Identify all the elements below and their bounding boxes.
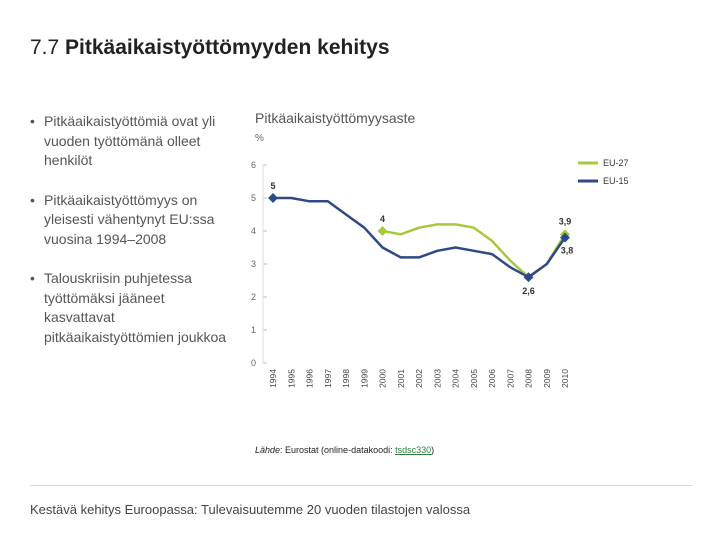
source-note: Lähde: Eurostat (online-datakoodi: tsdsc… [255,445,434,455]
chart-title: Pitkäaikaistyöttömyysaste [255,110,416,126]
page-title: 7.7 Pitkäaikaistyöttömyyden kehitys [30,36,390,60]
y-tick-label: 1 [251,325,256,335]
x-tick-label: 2001 [396,369,406,388]
x-tick-label: 2004 [451,369,461,388]
y-tick-label: 2 [251,292,256,302]
data-label: 3,9 [559,216,572,226]
x-tick-label: 2005 [469,369,479,388]
source-close: ) [431,445,435,455]
y-tick-label: 3 [251,259,256,269]
x-tick-label: 2003 [432,369,442,388]
y-tick-label: 4 [251,226,256,236]
long-term-unemployment-chart: 0 1 2 3 4 5 6 1994 1995 1996 1997 1998 1999 2000 2001 2… [251,158,629,388]
data-point-marker [377,226,388,236]
data-point-marker [268,193,278,203]
x-tick-label: 2008 [524,369,534,388]
data-point-marker [523,272,534,283]
legend-label-eu-27: EU-27 [603,158,629,168]
data-label: 5 [270,181,275,191]
y-tick-label: 5 [251,193,256,203]
source-text: : Eurostat (online-datakoodi: [280,445,396,455]
x-tick-label: 1997 [323,369,333,388]
x-tick-label: 2007 [505,369,515,388]
legend-label-eu-15: EU-15 [603,176,629,186]
x-tick-label: 2000 [378,369,388,388]
y-tick-label: 0 [251,358,256,368]
y-tick-label: 6 [251,160,256,170]
bullet-list: Pitkäaikaistyöttömiä ovat yli vuoden työ… [30,112,235,367]
bullet-item: Talouskriisin puhjetessa työttömäksi jää… [30,269,235,347]
x-tick-label: 1996 [305,369,315,388]
bullet-item: Pitkäaikaistyöttömiä ovat yli vuoden työ… [30,112,235,171]
source-code-link[interactable]: tsdsc330 [395,445,432,455]
x-tick-label: 1999 [359,369,369,388]
x-tick-label: 2009 [542,369,552,388]
x-tick-label: 2002 [414,369,424,388]
footer-divider [30,485,692,486]
footer-text: Kestävä kehitys Euroopassa: Tulevaisuute… [30,502,471,517]
data-label: 3,8 [561,246,574,256]
data-label: 4 [380,214,385,224]
title-text: Pitkäaikaistyöttömyyden kehitys [65,36,390,59]
source-label: Lähde [255,445,281,455]
x-tick-label: 2006 [487,369,497,388]
bullet-item: Pitkäaikaistyöttömyys on yleisesti vähen… [30,191,235,250]
data-point-marker [560,232,570,243]
x-tick-label: 1995 [286,369,296,388]
x-tick-label: 2010 [560,369,570,388]
title-number: 7.7 [30,36,60,59]
x-tick-label: 1994 [268,369,278,388]
x-tick-label: 1998 [341,369,351,388]
data-label: 2,6 [522,286,535,296]
series-line-eu-15 [271,196,567,279]
y-axis-unit: % [255,133,264,144]
